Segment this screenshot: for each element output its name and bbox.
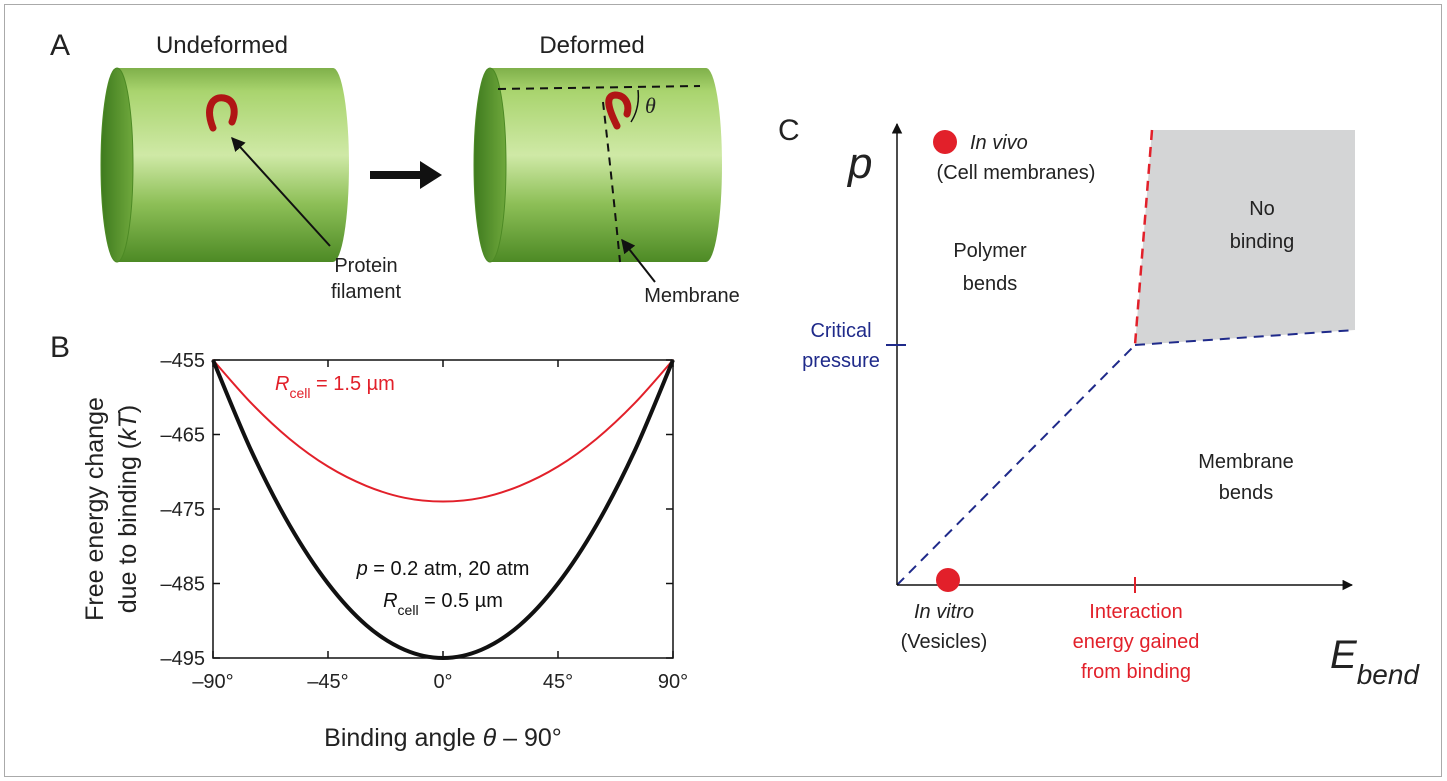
- in-vivo-point: [933, 130, 957, 154]
- panel-letter: C: [778, 114, 800, 147]
- label: bends: [963, 273, 1018, 295]
- x-tick-label: –90°: [192, 671, 233, 693]
- boundary: [1133, 129, 1154, 346]
- curve: [212, 359, 674, 503]
- panel-letter: A: [50, 29, 70, 62]
- text-run: = 0.2 atm, 20 atm: [368, 558, 530, 580]
- text-run: ): [114, 405, 142, 413]
- text-run: R: [275, 373, 289, 395]
- panel-title: Deformed: [539, 32, 644, 59]
- dashed-line: [602, 101, 621, 263]
- label: In vitro: [914, 601, 974, 623]
- text-run: bend: [1357, 659, 1421, 690]
- boundary: [896, 344, 1136, 586]
- arrow: [231, 136, 331, 247]
- boundary: [1134, 329, 1356, 346]
- y-axis-label: due to binding (kT): [114, 405, 142, 613]
- text-run: E: [1330, 633, 1358, 677]
- arrow: [621, 238, 656, 283]
- label: Polymer: [953, 240, 1027, 262]
- x-axis-label: Binding angle θ – 90°: [324, 724, 562, 752]
- series-label: Rcell = 1.5 µm: [275, 373, 395, 401]
- label: In vivo: [970, 132, 1028, 154]
- text-run: = 1.5 µm: [310, 373, 394, 395]
- text-run: = 0.5 µm: [419, 590, 503, 612]
- label: filament: [331, 281, 401, 303]
- text-run: Binding angle: [324, 724, 482, 752]
- filament: [206, 94, 238, 132]
- phase-diagram: C p In vivo (Cell membranes) Polymer ben…: [778, 114, 1420, 690]
- in-vitro-point: [936, 568, 960, 592]
- text-run: R: [383, 590, 397, 612]
- label: from binding: [1081, 661, 1191, 683]
- x-tick-label: –45°: [307, 671, 348, 693]
- y-axis-label: Free energy change: [81, 397, 109, 621]
- line-chart: –455 –465 –475 –485 –495–90° –45° 0° 45° 90° Rcel…: [81, 350, 688, 752]
- text-run: – 90°: [496, 724, 562, 752]
- y-tick-label: –455: [161, 350, 206, 372]
- cylinder: [473, 67, 722, 263]
- y-tick-label: –485: [161, 574, 206, 596]
- label: Interaction: [1089, 601, 1182, 623]
- angle-symbol: θ: [645, 93, 656, 118]
- curve: [211, 359, 675, 661]
- label: Critical: [810, 320, 871, 342]
- panel-letter: B: [50, 331, 70, 364]
- series-label: Rcell = 0.5 µm: [383, 590, 503, 618]
- cylinder: [100, 67, 349, 263]
- label: Protein: [334, 255, 397, 277]
- big-arrow: [370, 161, 442, 189]
- label: energy gained: [1073, 631, 1200, 653]
- label: Membrane: [644, 285, 740, 307]
- text-run: cell: [398, 602, 419, 618]
- frame: [4, 4, 1442, 777]
- y-tick-label: –465: [161, 425, 206, 447]
- text-run: Free energy change: [81, 397, 109, 621]
- panel-title: Undeformed: [156, 32, 288, 59]
- y-tick-label: –475: [161, 499, 206, 521]
- text-run: cell: [289, 385, 310, 401]
- label: Membrane: [1198, 451, 1294, 473]
- label: (Cell membranes): [937, 162, 1096, 184]
- x-tick-label: 45°: [543, 671, 573, 693]
- axis-label: p: [846, 139, 872, 188]
- text-run: kT: [114, 411, 142, 441]
- x-tick-label: 0°: [433, 671, 452, 693]
- label: pressure: [802, 350, 880, 372]
- axis-label: Ebend: [1330, 633, 1420, 690]
- filament: [605, 91, 632, 130]
- label: No: [1249, 198, 1275, 220]
- dashed-line: [497, 85, 701, 90]
- label: binding: [1230, 231, 1295, 253]
- y-tick-label: –495: [161, 648, 206, 670]
- no-binding-region: [1135, 130, 1355, 345]
- angle-arc: [630, 89, 640, 123]
- x-tick-label: 90°: [658, 671, 688, 693]
- label: (Vesicles): [901, 631, 988, 653]
- text-run: due to binding (: [114, 440, 142, 613]
- text-run: θ: [483, 724, 497, 752]
- label: bends: [1219, 482, 1274, 504]
- text-run: p: [356, 558, 368, 580]
- series-label: p = 0.2 atm, 20 atm: [356, 558, 530, 580]
